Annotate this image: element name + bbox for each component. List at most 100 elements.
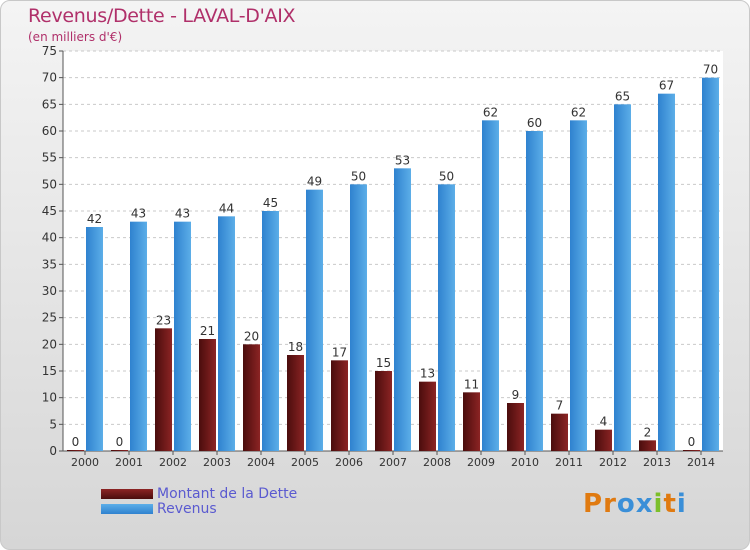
data-label: 15 bbox=[376, 356, 391, 370]
y-tick-label: 15 bbox=[42, 364, 57, 378]
x-tick-label: 2012 bbox=[599, 456, 627, 469]
bar-dette bbox=[155, 328, 172, 451]
data-label: 70 bbox=[703, 63, 718, 77]
data-label: 13 bbox=[420, 367, 435, 381]
data-label: 4 bbox=[600, 415, 608, 429]
data-label: 7 bbox=[556, 399, 564, 413]
data-label: 0 bbox=[116, 435, 124, 449]
bar-revenus bbox=[174, 221, 191, 451]
logo-letter: i bbox=[676, 489, 687, 519]
bar-dette bbox=[67, 450, 84, 451]
data-label: 67 bbox=[659, 79, 674, 93]
plot-area bbox=[63, 51, 723, 451]
x-tick-label: 2013 bbox=[643, 456, 671, 469]
data-label: 43 bbox=[131, 207, 146, 221]
y-tick-label: 65 bbox=[42, 97, 57, 111]
legend-label-dette: Montant de la Dette bbox=[157, 485, 298, 502]
bar-dette bbox=[551, 413, 568, 451]
x-tick-label: 2004 bbox=[247, 456, 275, 469]
data-label: 50 bbox=[351, 169, 366, 183]
y-tick-label: 25 bbox=[42, 311, 57, 325]
data-label: 50 bbox=[439, 169, 454, 183]
bar-dette bbox=[331, 360, 348, 451]
bar-dette bbox=[243, 344, 260, 451]
data-label: 20 bbox=[244, 329, 259, 343]
bar-revenus bbox=[350, 184, 367, 452]
y-tick-label: 40 bbox=[42, 231, 57, 245]
x-tick-label: 2002 bbox=[159, 456, 187, 469]
y-tick-label: 55 bbox=[42, 151, 57, 165]
bar-dette bbox=[639, 440, 656, 451]
bar-dette bbox=[507, 403, 524, 451]
bar-dette bbox=[111, 450, 128, 451]
chart-title: Revenus/Dette - LAVAL-D'AIX bbox=[28, 5, 296, 27]
bar-dette bbox=[463, 392, 480, 451]
data-label: 2 bbox=[644, 425, 652, 439]
bar-revenus bbox=[438, 184, 455, 452]
y-tick-label: 75 bbox=[42, 44, 57, 58]
bar-dette bbox=[287, 355, 304, 451]
bar-revenus bbox=[130, 221, 147, 451]
data-label: 0 bbox=[688, 435, 696, 449]
logo-letter: P bbox=[583, 489, 604, 519]
data-label: 49 bbox=[307, 175, 322, 189]
data-label: 53 bbox=[395, 153, 410, 167]
y-tick-label: 45 bbox=[42, 204, 57, 218]
data-label: 42 bbox=[87, 212, 102, 226]
logo-letter: t bbox=[663, 489, 677, 519]
bar-revenus bbox=[482, 120, 499, 451]
bar-revenus bbox=[702, 77, 719, 452]
data-label: 62 bbox=[571, 105, 586, 119]
data-label: 45 bbox=[263, 196, 278, 210]
x-tick-label: 2000 bbox=[71, 456, 99, 469]
data-label: 11 bbox=[464, 377, 479, 391]
data-label: 17 bbox=[332, 345, 347, 359]
legend-item-dette: Montant de la Dette bbox=[101, 485, 298, 502]
chart-subtitle: (en milliers d'€) bbox=[28, 30, 123, 44]
x-tick-label: 2007 bbox=[379, 456, 407, 469]
chart-legend: Montant de la Dette Revenus bbox=[101, 485, 298, 517]
y-tick-label: 30 bbox=[42, 284, 57, 298]
data-label: 65 bbox=[615, 89, 630, 103]
legend-swatch-dette bbox=[101, 488, 153, 499]
bar-dette bbox=[683, 450, 700, 451]
data-label: 43 bbox=[175, 207, 190, 221]
y-tick-label: 0 bbox=[49, 444, 57, 458]
x-tick-label: 2003 bbox=[203, 456, 231, 469]
y-tick-label: 35 bbox=[42, 257, 57, 271]
y-tick-label: 20 bbox=[42, 337, 57, 351]
data-label: 21 bbox=[200, 324, 215, 338]
legend-item-revenus: Revenus bbox=[101, 501, 297, 517]
x-tick-label: 2006 bbox=[335, 456, 363, 469]
logo-letter: o bbox=[616, 489, 636, 519]
data-label: 60 bbox=[527, 116, 542, 130]
bar-revenus bbox=[526, 131, 543, 451]
bar-revenus bbox=[658, 93, 675, 452]
x-tick-label: 2011 bbox=[555, 456, 583, 469]
bar-dette bbox=[375, 371, 392, 451]
y-tick-label: 5 bbox=[49, 417, 57, 431]
logo-letter: x bbox=[635, 489, 654, 519]
x-tick-label: 2009 bbox=[467, 456, 495, 469]
y-tick-label: 10 bbox=[42, 391, 57, 405]
data-label: 0 bbox=[72, 435, 80, 449]
bar-dette bbox=[419, 381, 436, 451]
data-label: 62 bbox=[483, 105, 498, 119]
y-tick-label: 50 bbox=[42, 177, 57, 191]
bar-dette bbox=[595, 429, 612, 451]
bar-revenus bbox=[394, 168, 411, 452]
y-tick-label: 60 bbox=[42, 124, 57, 138]
x-tick-label: 2005 bbox=[291, 456, 319, 469]
x-tick-label: 2014 bbox=[687, 456, 715, 469]
logo-letter: i bbox=[653, 489, 664, 519]
data-label: 9 bbox=[512, 388, 520, 402]
data-label: 18 bbox=[288, 340, 303, 354]
bar-revenus bbox=[306, 189, 323, 451]
logo-letter: r bbox=[603, 489, 617, 519]
bar-revenus bbox=[262, 211, 279, 451]
bar-revenus bbox=[86, 227, 103, 451]
y-tick-label: 70 bbox=[42, 71, 57, 85]
x-tick-label: 2010 bbox=[511, 456, 539, 469]
